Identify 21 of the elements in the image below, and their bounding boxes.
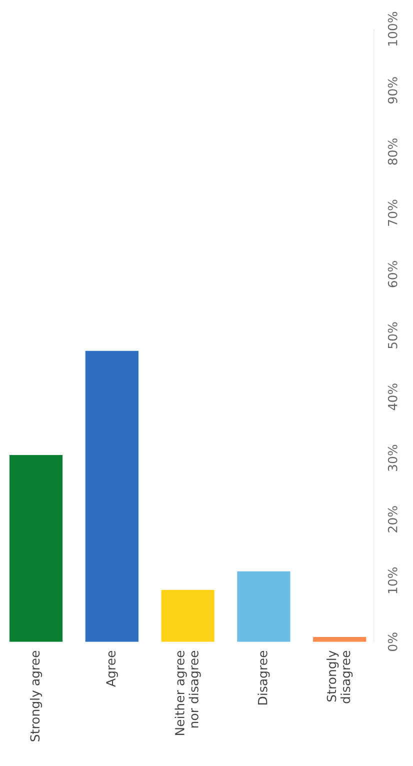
x-tick-label: Strongly disagree: [326, 650, 353, 704]
y-tick-label: 70%: [388, 200, 398, 226]
y-tick-label: 40%: [388, 384, 398, 410]
bar: [161, 590, 214, 642]
y-tick-label: 80%: [388, 138, 398, 165]
y-tick-label: 60%: [388, 261, 398, 288]
y-tick-label: 50%: [388, 322, 398, 348]
x-tick-label: Disagree: [258, 650, 270, 704]
bar: [9, 455, 63, 642]
x-tick-label: Agree: [106, 650, 118, 687]
y-tick-label: 20%: [388, 506, 398, 532]
y-tick-label: 30%: [388, 444, 398, 472]
bar: [85, 350, 138, 642]
x-tick-label: Neither agree nor disagree: [174, 650, 201, 735]
y-tick-label: 100%: [388, 12, 398, 46]
x-tick-label: Strongly agree: [30, 650, 42, 742]
y-tick-label: 90%: [388, 77, 398, 104]
y-tick-label: 0%: [388, 632, 398, 651]
bar: [313, 637, 366, 642]
bar: [237, 571, 290, 642]
y-tick-label: 10%: [388, 567, 398, 594]
